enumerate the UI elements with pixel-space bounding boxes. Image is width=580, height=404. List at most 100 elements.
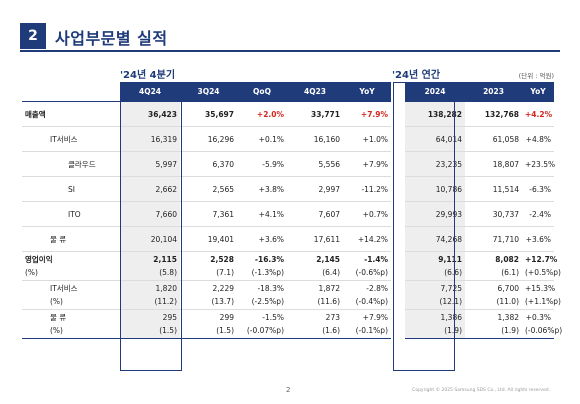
cell-value: -5.9%	[262, 159, 284, 169]
col-header: 2024	[405, 82, 465, 102]
cell-subvalue: (6.6)	[444, 268, 462, 277]
table-cell: 2,565	[180, 176, 237, 202]
table-cell: 20,104	[120, 226, 180, 252]
cell-value: 35,697	[205, 109, 234, 119]
table-cell: 16,160	[287, 126, 343, 152]
table-cell: 1,386 (1.9)	[405, 309, 465, 339]
row-label-text: 영업이익	[25, 255, 53, 264]
table-cell: 11,514	[465, 176, 522, 202]
table-row: SI 2,662 2,565 +3.8% 2,997 -11.2% 10,786 11,514…	[22, 176, 554, 202]
table-row: 영업이익 (%) 2,115 (5.8) 2,528 (7.1) -16.3% (-1.3%p…	[22, 251, 561, 281]
column-gap	[391, 280, 405, 310]
copyright-notice: Copyright © 2025 Samsung SDS Co., Ltd. A…	[412, 388, 550, 393]
cell-subvalue: (1.5)	[216, 326, 234, 335]
row-label: 매출액	[22, 101, 120, 127]
table-cell: -5.9%	[237, 151, 287, 177]
cell-subvalue: (5.8)	[159, 268, 177, 277]
table-cell: 138,282	[405, 101, 465, 127]
row-label: IT서비스 (%)	[22, 280, 120, 310]
cell-value: 29,993	[435, 209, 462, 219]
table-cell: 18,807	[465, 151, 522, 177]
column-gap	[391, 126, 405, 152]
table-cell: 10,786	[405, 176, 465, 202]
table-cell: +3.6%	[237, 226, 287, 252]
row-label: 물 류	[22, 226, 120, 252]
table-cell: 5,556	[287, 151, 343, 177]
cell-subvalue: (-0.6%p)	[355, 268, 388, 277]
table-cell: 7,725 (12.1)	[405, 280, 465, 310]
cell-value: +14.2%	[357, 234, 388, 244]
cell-value: +3.6%	[258, 234, 284, 244]
col-header: 4Q23	[287, 82, 343, 102]
cell-value: 2,565	[212, 184, 234, 194]
cell-value: -2.8%	[366, 284, 388, 293]
cell-value: 36,423	[148, 109, 177, 119]
table-cell: 1,382 (1.9)	[465, 309, 522, 339]
cell-value: 7,660	[155, 209, 177, 219]
cell-subvalue: (-0.1%p)	[355, 326, 388, 335]
cell-value: +3.6%	[525, 234, 551, 244]
table-row: 물 류 (%) 295 (1.5) 299 (1.5) -1.5% (-0.07%p) 273 (…	[22, 309, 562, 339]
cell-value: 2,115	[153, 255, 177, 264]
table-cell: +4.1%	[237, 201, 287, 227]
table-cell: +14.2%	[343, 226, 391, 252]
row-label-text: 물 류	[50, 234, 67, 244]
cell-subvalue: (6.4)	[322, 268, 340, 277]
cell-subvalue: (-0.4%p)	[355, 297, 388, 306]
table-cell: 2,115 (5.8)	[120, 251, 180, 281]
cell-value: +15.3%	[525, 284, 556, 293]
table-row: 물 류 20,104 19,401 +3.6% 17,611 +14.2% 74,268 71…	[22, 226, 554, 252]
table-cell: -2.8% (-0.4%p)	[343, 280, 391, 310]
cell-value: 1,382	[497, 313, 519, 322]
cell-subvalue: (-1.3%p)	[251, 268, 284, 277]
table-cell: 74,268	[405, 226, 465, 252]
row-label-text: 클라우드	[68, 159, 96, 169]
cell-subvalue: (1.9)	[444, 326, 462, 335]
table-cell: 7,660	[120, 201, 180, 227]
cell-value: -2.4%	[529, 209, 551, 219]
row-label-text: 물 류	[50, 313, 67, 322]
col-header: YoY	[343, 82, 391, 102]
cell-subvalue: (-0.06%p)	[525, 326, 563, 335]
cell-value: +4.1%	[258, 209, 284, 219]
column-gap	[391, 201, 405, 227]
cell-value: 6,370	[212, 159, 234, 169]
cell-subvalue: (-0.07%p)	[246, 326, 284, 335]
cell-value: 132,768	[484, 109, 519, 119]
table-cell: 6,700 (11.0)	[465, 280, 522, 310]
cell-value: -11.2%	[361, 184, 388, 194]
cell-value: 299	[219, 313, 234, 322]
table-cell: +0.7%	[343, 201, 391, 227]
table-row: 매출액 36,423 35,697 +2.0% 33,771 +7.9% 138,282 13…	[22, 101, 554, 127]
cell-subvalue: (12.1)	[439, 297, 462, 306]
section-title: 사업부문별 실적	[55, 29, 168, 48]
table-cell: -6.3%	[522, 176, 554, 202]
table-cell: -11.2%	[343, 176, 391, 202]
table-cell: 2,662	[120, 176, 180, 202]
cell-value: +23.5%	[525, 159, 556, 169]
cell-value: 2,229	[212, 284, 234, 293]
row-label-text: 매출액	[25, 109, 46, 119]
table-cell: 16,319	[120, 126, 180, 152]
row-label: 영업이익 (%)	[22, 251, 120, 281]
table-cell: 6,370	[180, 151, 237, 177]
cell-value: 295	[162, 313, 177, 322]
cell-value: 1,386	[440, 313, 462, 322]
cell-value: 16,296	[207, 134, 234, 144]
row-sublabel-text: (%)	[50, 326, 63, 335]
title-divider	[20, 50, 560, 52]
cell-value: +4.2%	[525, 109, 553, 119]
table-cell: -18.3% (-2.5%p)	[237, 280, 287, 310]
section-number: 2	[20, 23, 46, 49]
table-cell: 29,993	[405, 201, 465, 227]
cell-value: 74,268	[435, 234, 462, 244]
cell-value: +0.7%	[362, 209, 388, 219]
table-cell: -16.3% (-1.3%p)	[237, 251, 287, 281]
table-cell: +7.9% (-0.1%p)	[343, 309, 391, 339]
row-label-text: ITO	[68, 209, 81, 219]
table-cell: 5,997	[120, 151, 180, 177]
cell-subvalue: (7.1)	[216, 268, 234, 277]
cell-value: -18.3%	[257, 284, 284, 293]
cell-value: 33,771	[311, 109, 340, 119]
table-cell: 1,872 (11.6)	[287, 280, 343, 310]
